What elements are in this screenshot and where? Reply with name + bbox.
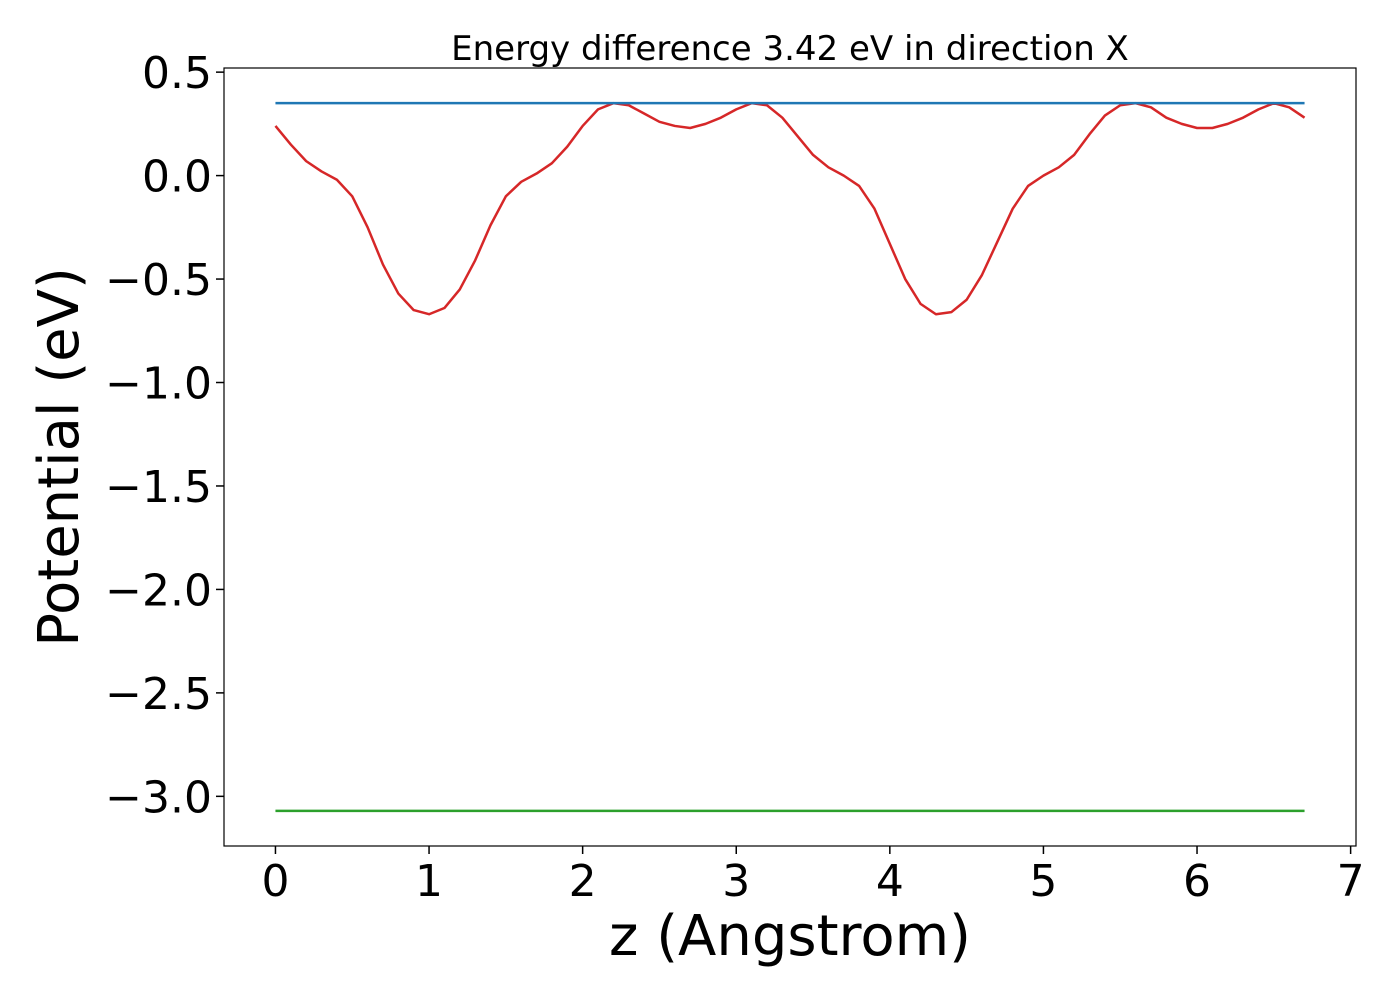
y-tick-label: −3.0 <box>105 772 212 823</box>
y-tick-label: −2.5 <box>105 669 212 720</box>
x-tick-label: 2 <box>569 856 597 907</box>
x-tick-label: 1 <box>415 856 443 907</box>
y-tick-label: −1.5 <box>105 462 212 513</box>
x-tick-label: 5 <box>1029 856 1057 907</box>
x-tick-label: 3 <box>722 856 750 907</box>
y-tick-label: 0.5 <box>142 48 212 99</box>
y-tick-label: −0.5 <box>105 255 212 306</box>
x-tick-label: 4 <box>876 856 904 907</box>
x-axis-label: z (Angstrom) <box>609 904 971 969</box>
x-tick-label: 6 <box>1183 856 1211 907</box>
plot-frame <box>223 67 1357 847</box>
x-tick-label: 0 <box>261 856 289 907</box>
y-tick-label: −2.0 <box>105 565 212 616</box>
chart-title: Energy difference 3.42 eV in direction X <box>451 29 1129 69</box>
y-tick-label: −1.0 <box>105 359 212 410</box>
y-tick-label: 0.0 <box>142 152 212 203</box>
y-axis-label: Potential (eV) <box>27 267 92 647</box>
data-line <box>274 101 1306 316</box>
x-tick-label: 7 <box>1337 856 1365 907</box>
